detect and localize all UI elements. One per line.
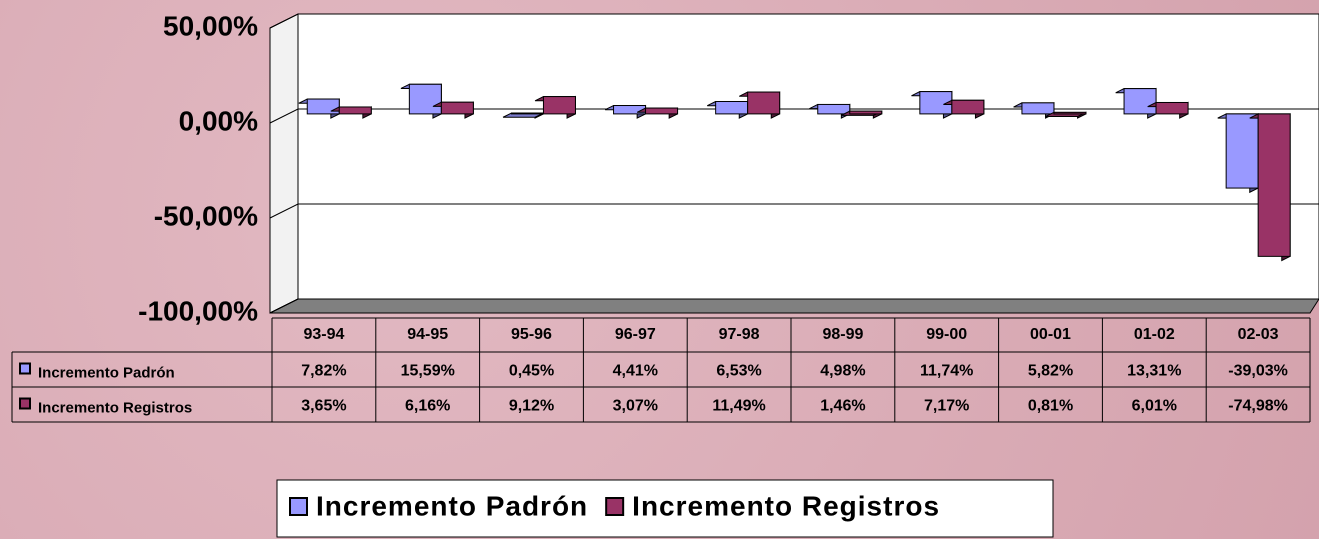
bar [408,83,442,115]
table-legend-key [19,397,31,410]
value-label: 11,74% [920,363,973,380]
value-label: 6,01% [1132,398,1177,415]
bar [817,103,851,115]
bar [1053,111,1087,115]
table-series-name: Incremento Padrón [38,364,175,381]
bar [645,107,679,115]
bar [1021,102,1055,115]
value-label: 4,98% [820,363,865,380]
value-label: -39,03% [1228,363,1288,380]
legend-key [605,497,625,516]
category-label: 93-94 [303,326,344,343]
legend-label: Incremento Registros [632,490,940,521]
legend-box [276,479,1054,538]
side-wall [269,13,299,314]
y-tick-label: 0,00% [179,105,258,136]
value-label: 6,53% [716,363,761,380]
bar [1123,88,1157,115]
value-label: 3,07% [613,398,658,415]
bar [1257,113,1291,257]
category-label: 94-95 [407,326,448,343]
category-label: 02-03 [1238,326,1279,343]
category-label: 98-99 [822,326,863,343]
value-label: 9,12% [509,398,554,415]
y-tick-label: -50,00% [154,200,258,231]
category-label: 95-96 [511,326,552,343]
value-label: 3,65% [301,398,346,415]
y-tick-label: -100,00% [138,295,258,326]
bar [1225,113,1259,189]
value-label: 0,45% [509,363,554,380]
table-legend-key [19,362,31,375]
y-tick-label: 50,00% [163,10,258,41]
bar [338,106,372,115]
value-label: 6,16% [405,398,450,415]
bar [542,96,576,115]
bar [306,98,340,115]
grid-line [269,13,1319,29]
grid-line [269,298,1319,314]
back-wall [297,13,1319,300]
bar [1155,101,1189,115]
value-label: 4,41% [613,363,658,380]
value-label: 11,49% [712,398,765,415]
value-label: 7,17% [924,398,969,415]
value-label: 7,82% [301,363,346,380]
bar [510,112,544,115]
bar [951,99,985,115]
value-label: 15,59% [401,363,455,380]
bar [747,91,781,115]
category-label: 00-01 [1030,326,1071,343]
value-label: 5,82% [1028,363,1073,380]
bar [715,100,749,115]
grid-line [269,203,1319,219]
floor [269,298,1319,314]
category-label: 96-97 [615,326,656,343]
legend-label: Incremento Padrón [316,490,588,521]
legend-key [289,497,308,516]
bar [849,110,883,115]
category-label: 97-98 [719,326,760,343]
value-label: 0,81% [1028,398,1073,415]
bar [440,101,474,115]
value-label: 13,31% [1127,363,1181,380]
value-label: -74,98% [1228,398,1288,415]
value-label: 1,46% [820,398,865,415]
category-label: 99-00 [926,326,967,343]
category-label: 01-02 [1134,326,1175,343]
table-series-name: Incremento Registros [38,399,192,416]
